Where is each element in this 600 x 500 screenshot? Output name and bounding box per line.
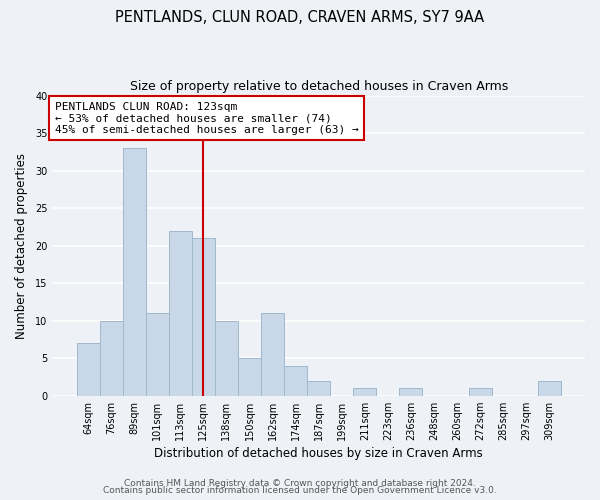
Bar: [307, 380, 330, 396]
Title: Size of property relative to detached houses in Craven Arms: Size of property relative to detached ho…: [130, 80, 508, 93]
Bar: [215, 320, 238, 396]
Bar: [261, 313, 284, 396]
Bar: [122, 148, 146, 396]
Text: PENTLANDS, CLUN ROAD, CRAVEN ARMS, SY7 9AA: PENTLANDS, CLUN ROAD, CRAVEN ARMS, SY7 9…: [115, 10, 485, 25]
Bar: [100, 320, 122, 396]
Text: Contains public sector information licensed under the Open Government Licence v3: Contains public sector information licen…: [103, 486, 497, 495]
Text: Contains HM Land Registry data © Crown copyright and database right 2024.: Contains HM Land Registry data © Crown c…: [124, 478, 476, 488]
Bar: [77, 343, 100, 396]
Bar: [469, 388, 491, 396]
X-axis label: Distribution of detached houses by size in Craven Arms: Distribution of detached houses by size …: [154, 447, 483, 460]
Bar: [192, 238, 215, 396]
Bar: [284, 366, 307, 396]
Bar: [538, 380, 561, 396]
Y-axis label: Number of detached properties: Number of detached properties: [15, 152, 28, 338]
Bar: [353, 388, 376, 396]
Bar: [238, 358, 261, 396]
Bar: [400, 388, 422, 396]
Bar: [146, 313, 169, 396]
Text: PENTLANDS CLUN ROAD: 123sqm
← 53% of detached houses are smaller (74)
45% of sem: PENTLANDS CLUN ROAD: 123sqm ← 53% of det…: [55, 102, 359, 135]
Bar: [169, 230, 192, 396]
